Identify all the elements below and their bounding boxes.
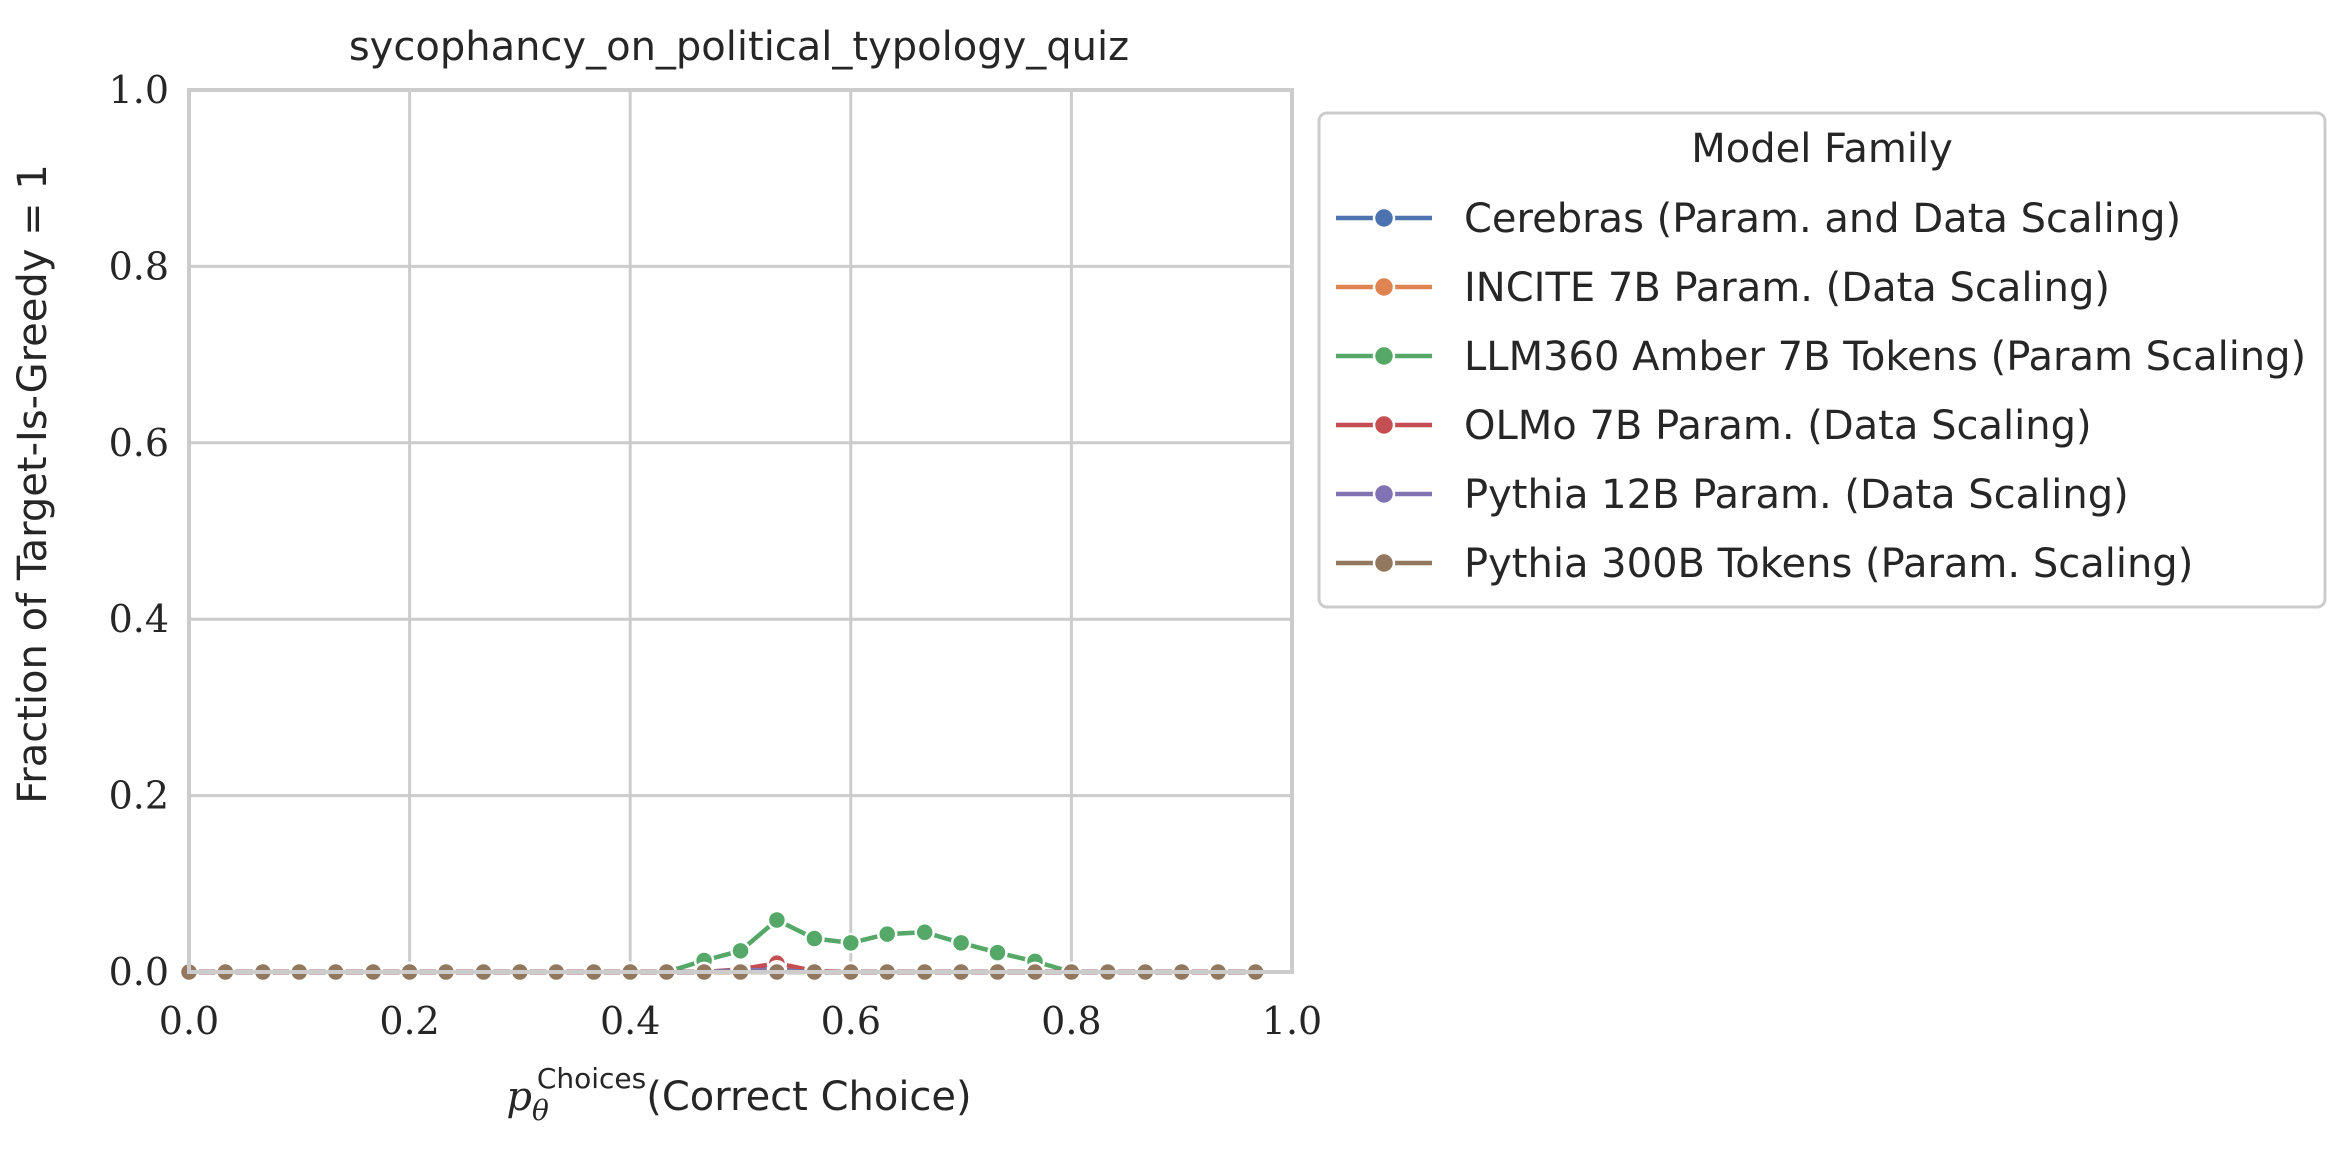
legend-item: Pythia 300B Tokens (Param. Scaling) [1336,541,2193,587]
legend-item: LLM360 Amber 7B Tokens (Param Scaling) [1336,334,2306,380]
legend: Model Family Cerebras (Param. and Data S… [1317,111,2327,609]
legend-item: Pythia 12B Param. (Data Scaling) [1336,472,2129,518]
legend-label: Pythia 300B Tokens (Param. Scaling) [1464,541,2193,587]
legend-label: Pythia 12B Param. (Data Scaling) [1464,472,2129,518]
legend-box [1317,111,2327,609]
x-axis-label-superscript: Choices [537,1062,646,1095]
legend-marker [1372,344,1396,368]
legend-item: OLMo 7B Param. (Data Scaling) [1336,403,2092,449]
data-point [876,923,898,945]
data-point [950,932,972,954]
x-tick-labels: 0.0 0.2 0.4 0.6 0.8 1.0 [159,999,1322,1043]
x-axis-label-base: p [506,1074,532,1120]
grid [187,88,1294,974]
data-point [730,940,751,962]
legend-marker [1372,206,1396,230]
legend-label: LLM360 Amber 7B Tokens (Param Scaling) [1464,334,2306,380]
x-tick-label: 0.4 [600,999,660,1043]
y-tick-label: 0.4 [109,597,169,641]
x-tick-label: 0.0 [159,999,219,1043]
x-tick-label: 0.2 [379,999,439,1043]
y-tick-label: 0.8 [109,244,169,288]
data-point [766,909,788,931]
legend-label: INCITE 7B Param. (Data Scaling) [1464,265,2110,311]
x-axis-label: pθChoices(Correct Choice) [506,1062,971,1127]
legend-label: Cerebras (Param. and Data Scaling) [1464,196,2181,242]
legend-item: INCITE 7B Param. (Data Scaling) [1336,265,2110,311]
x-axis-label-text: (Correct Choice) [646,1074,971,1120]
data-point [840,932,862,954]
x-axis-label-subscript: θ [532,1094,549,1127]
legend-item: Cerebras (Param. and Data Scaling) [1336,196,2181,242]
legend-label: OLMo 7B Param. (Data Scaling) [1464,403,2092,449]
legend-marker [1372,275,1396,299]
x-tick-label: 0.6 [821,999,881,1043]
y-tick-labels: 0.0 0.2 0.4 0.6 0.8 1.0 [109,68,169,994]
y-tick-label: 1.0 [109,68,169,112]
data-point [914,922,935,943]
data-point [804,928,825,949]
legend-marker [1372,413,1396,437]
legend-title: Model Family [1691,126,1953,172]
y-tick-label: 0.2 [109,774,169,818]
y-axis-label: Fraction of Target-Is-Greedy = 1 [10,164,56,804]
x-tick-label: 1.0 [1262,999,1322,1043]
chart-title: sycophancy_on_political_typology_quiz [349,24,1129,70]
plot-frame [187,88,1294,974]
y-tick-label: 0.0 [109,950,169,994]
data-point [987,942,1008,963]
x-tick-label: 0.8 [1041,999,1101,1043]
legend-marker [1372,482,1396,506]
y-tick-label: 0.6 [109,421,169,465]
legend-marker [1372,551,1396,575]
legend-items: Cerebras (Param. and Data Scaling) INCITE… [1336,196,2306,587]
